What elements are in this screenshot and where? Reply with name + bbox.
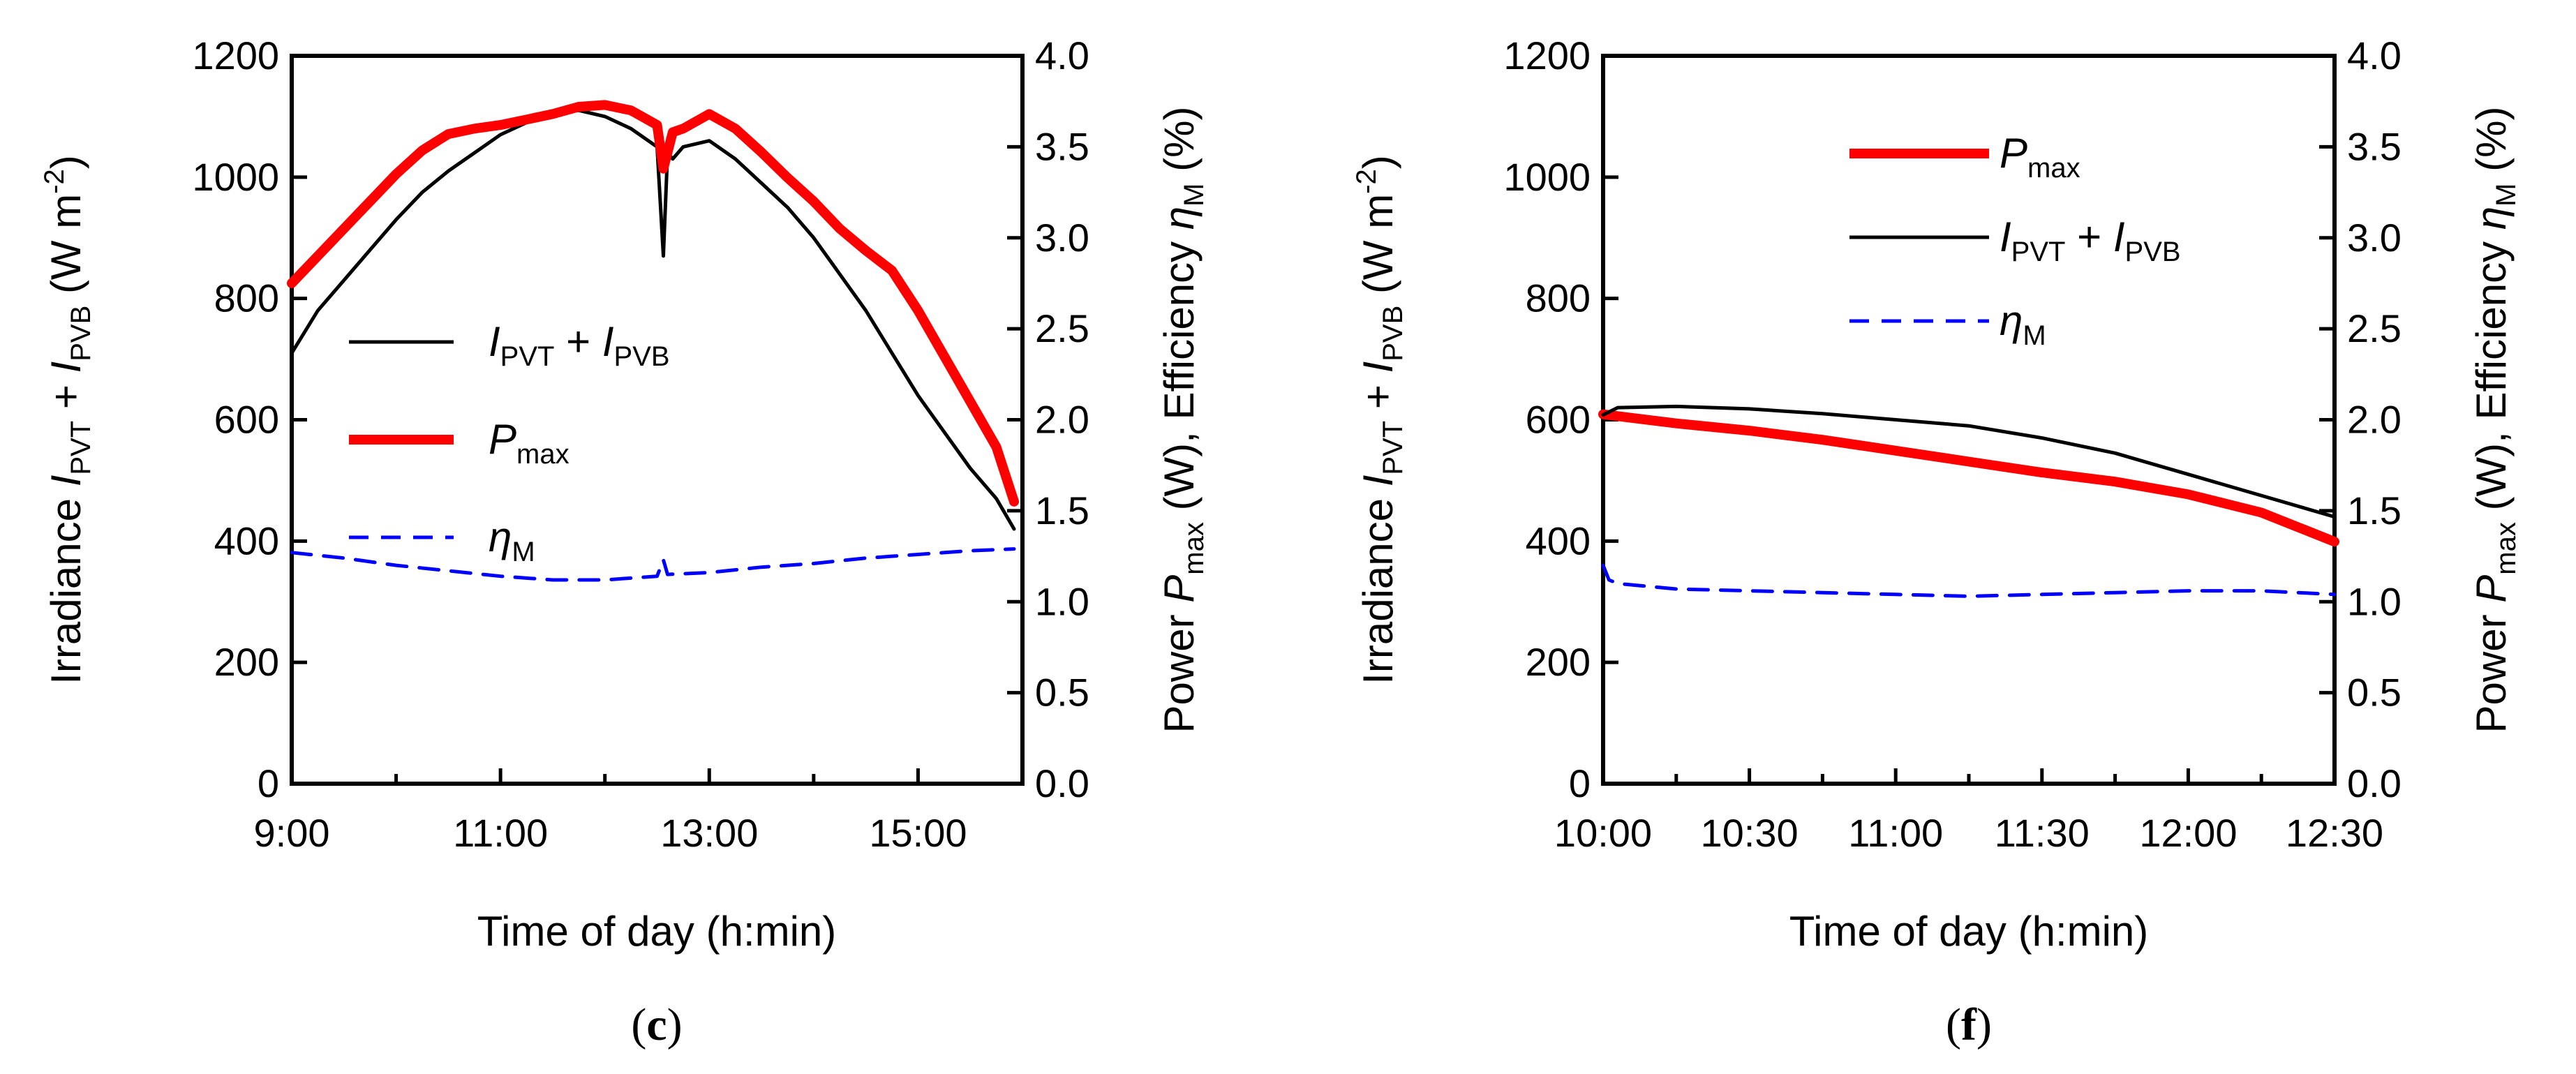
x-axis-title: Time of day (h:min) [477,908,837,955]
panel-f: 0 200 400 600 800 1000 1200 0.0 0.5 1.0 1.5 2.0 2.5 3… [1351,33,2522,1050]
y-right-tick-label: 0.5 [1035,671,1089,715]
panel-label: (f) [1946,999,1992,1050]
y-right-axis-title: Power Pmax (W), Efficiency ηM (%) [2468,107,2522,733]
y-right-tick-label: 0.0 [1035,761,1089,805]
y-left-tick-label: 0 [258,761,279,805]
y-right-tick-label: 2.0 [2347,398,2402,442]
y-left-tick-label: 400 [1526,519,1591,562]
y-left-tick-label: 800 [214,276,279,320]
x-axis-title: Time of day (h:min) [1789,908,2149,955]
y-left-tick-label: 400 [214,519,279,562]
y-left-tick-label: 800 [1526,276,1591,320]
y-right-tick-label: 1.5 [2347,488,2402,532]
x-tick-label: 12:30 [2286,811,2383,855]
x-tick-label: 12:00 [2139,811,2237,855]
y-right-tick-label: 3.0 [2347,216,2402,260]
legend-label-eta: ηM [489,514,535,567]
x-tick-label: 11:30 [1995,811,2090,855]
y-right-tick-label: 4.0 [2347,33,2402,77]
legend-label-eta: ηM [2000,297,2046,351]
y-left-tick-label: 200 [214,640,279,684]
y-right-tick-label: 3.5 [1035,124,1089,168]
legend-label-irradiance: IPVT + IPVB [489,318,670,372]
y-right-axis-title: Power Pmax (W), Efficiency ηM (%) [1156,107,1209,733]
x-tick-label: 10:30 [1701,811,1799,855]
legend-label-irradiance: IPVT + IPVB [2000,214,2181,267]
y-right-tick-label: 4.0 [1035,33,1089,77]
x-tick-label: 13:00 [660,811,758,855]
y-right-tick-label: 1.0 [2347,579,2402,623]
legend-label-pmax: Pmax [2000,130,2080,184]
y-right-tick-label: 2.5 [2347,306,2402,350]
y-right-tick-label: 1.5 [1035,488,1089,532]
y-left-tick-label: 1000 [1503,155,1591,199]
y-left-tick-label: 200 [1526,640,1591,684]
x-tick-label: 11:00 [453,811,548,855]
series-line-irradiance [1601,404,2337,519]
series-line-irradiance [290,108,1016,531]
series-line-pmax [1598,409,2339,547]
x-tick-label: 9:00 [254,811,330,855]
legend-label-pmax: Pmax [489,416,569,470]
panel-c: 0 200 400 600 800 1000 1200 0.0 0.5 1.0 1.5 2.0 2.5 3… [39,33,1209,1050]
y-left-tick-label: 0 [1569,761,1591,805]
y-right-tick-label: 1.0 [1035,579,1089,623]
x-tick-label: 11:00 [1848,811,1943,855]
y-right-tick-label: 0.0 [2347,761,2402,805]
panel-label: (c) [631,999,682,1050]
y-left-tick-label: 1200 [1503,33,1591,77]
y-right-tick-label: 2.0 [1035,398,1089,442]
y-left-tick-label: 600 [214,398,279,442]
x-tick-label: 10:00 [1554,811,1652,855]
y-right-tick-label: 2.5 [1035,306,1089,350]
y-left-tick-label: 600 [1526,398,1591,442]
y-left-tick-label: 1000 [192,155,279,199]
series-line-eta [290,547,1016,582]
y-left-axis-title: Irradiance IPVT + IPVB (W m-2) [39,155,96,685]
y-left-tick-label: 1200 [192,33,279,77]
y-left-axis-title: Irradiance IPVT + IPVB (W m-2) [1351,155,1408,685]
y-right-tick-label: 0.5 [2347,671,2402,715]
y-right-tick-label: 3.0 [1035,216,1089,260]
y-right-tick-label: 3.5 [2347,124,2402,168]
series-line-eta [1601,563,2337,598]
x-tick-label: 15:00 [869,811,967,855]
series-line-pmax [287,100,1019,507]
